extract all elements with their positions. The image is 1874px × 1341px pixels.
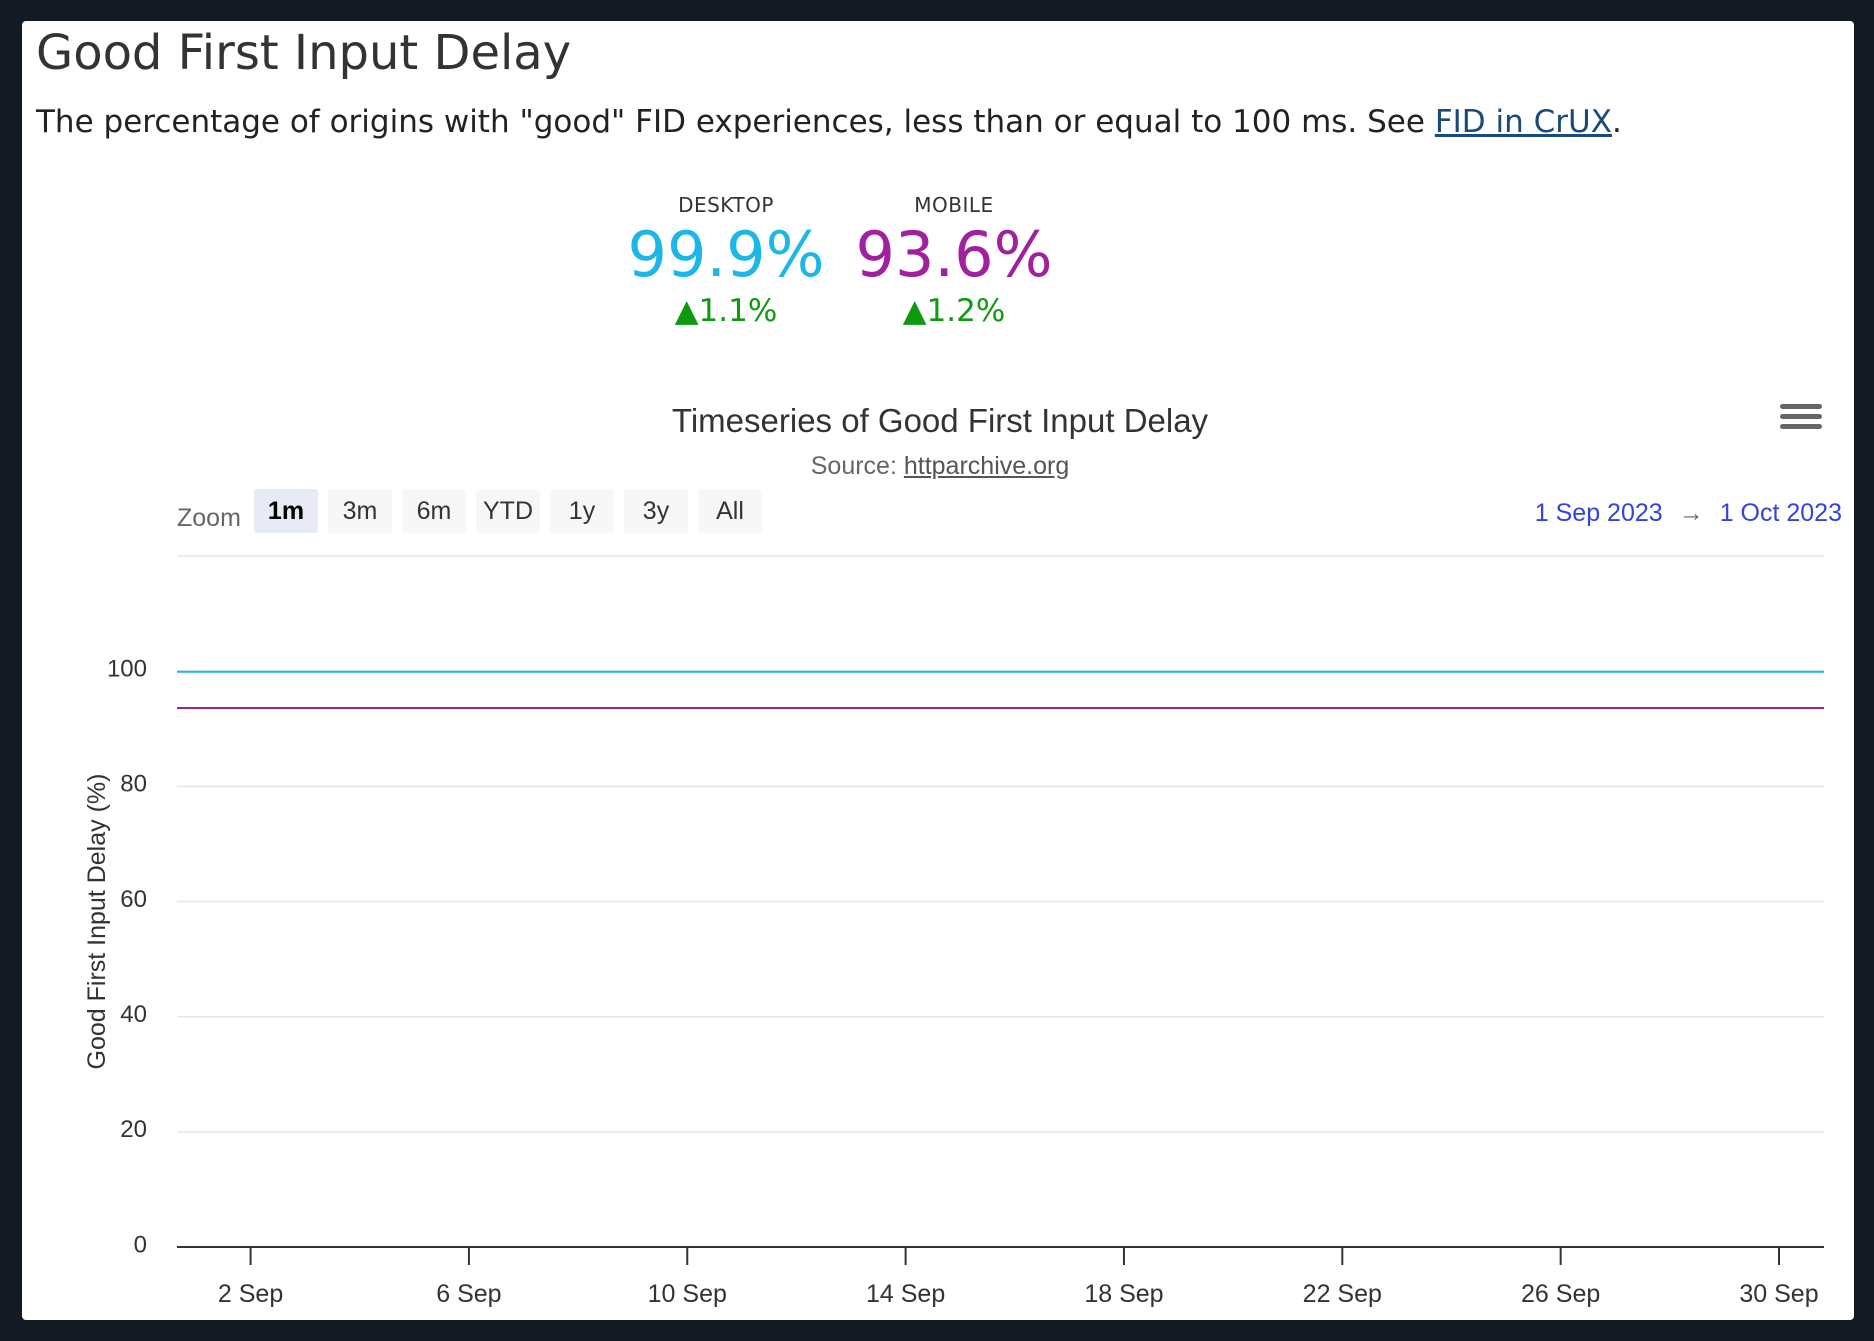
desktop-change: ▲1.1% bbox=[674, 293, 778, 329]
range-end-input[interactable]: 1 Oct 2023 bbox=[1719, 499, 1842, 527]
chart-subtitle: Source: httparchive.org bbox=[22, 450, 1854, 482]
description-text: The percentage of origins with "good" FI… bbox=[36, 104, 1435, 140]
source-label: Source: bbox=[810, 452, 904, 480]
x-tick-label: 30 Sep bbox=[1739, 1280, 1818, 1308]
zoom-button-ytd[interactable]: YTD bbox=[476, 489, 540, 533]
timeseries-chart: 0 20 40 60 80 100 2 Sep 6 Sep 10 Sep 14 Sep 18 Sep… bbox=[83, 555, 1824, 1308]
y-tick-label: 80 bbox=[120, 771, 147, 798]
y-tick-label: 40 bbox=[120, 1001, 147, 1028]
mobile-value: 93.6% bbox=[855, 218, 1053, 291]
zoom-button-3y[interactable]: 3y bbox=[624, 489, 688, 533]
x-tick-label: 22 Sep bbox=[1303, 1280, 1382, 1308]
section-description: The percentage of origins with "good" FI… bbox=[36, 99, 1622, 145]
x-tick-label: 14 Sep bbox=[866, 1280, 945, 1308]
httparchive-link[interactable]: httparchive.org bbox=[903, 452, 1070, 480]
zoom-button-6m[interactable]: 6m bbox=[402, 489, 466, 533]
y-tick-label: 100 bbox=[107, 656, 147, 683]
chart-menu-icon[interactable] bbox=[1780, 399, 1822, 439]
zoom-button-1m[interactable]: 1m bbox=[254, 489, 318, 533]
y-tick-label: 20 bbox=[120, 1116, 147, 1143]
mobile-metric: MOBILE 93.6% ▲1.2% bbox=[834, 191, 1074, 331]
zoom-button-3m[interactable]: 3m bbox=[328, 489, 392, 533]
zoom-button-1y[interactable]: 1y bbox=[550, 489, 614, 533]
desktop-value: 99.9% bbox=[627, 218, 825, 291]
description-suffix: . bbox=[1611, 104, 1622, 140]
section-title: Good First Input Delay bbox=[36, 25, 572, 81]
x-tick-label: 2 Sep bbox=[218, 1280, 283, 1308]
date-range: 1 Sep 2023 → 1 Oct 2023 bbox=[1492, 495, 1842, 531]
x-tick-label: 6 Sep bbox=[436, 1280, 501, 1308]
y-tick-label: 0 bbox=[134, 1231, 147, 1258]
x-tick-label: 26 Sep bbox=[1521, 1280, 1600, 1308]
x-tick-label: 18 Sep bbox=[1084, 1280, 1163, 1308]
fid-in-crux-link[interactable]: FID in CrUX bbox=[1434, 104, 1612, 140]
mobile-label: MOBILE bbox=[914, 193, 994, 217]
zoom-label: Zoom bbox=[177, 504, 241, 532]
mobile-change: ▲1.2% bbox=[902, 293, 1006, 329]
range-start-input[interactable]: 1 Sep 2023 bbox=[1534, 499, 1663, 527]
desktop-label: DESKTOP bbox=[678, 193, 774, 217]
x-tick-label: 10 Sep bbox=[648, 1280, 727, 1308]
range-arrow: → bbox=[1678, 499, 1704, 527]
chart-title: Timeseries of Good First Input Delay bbox=[671, 402, 1209, 439]
fid-card: Good First Input Delay The percentage of… bbox=[22, 21, 1854, 1320]
y-axis-title: Good First Input Delay (%) bbox=[83, 774, 111, 1070]
y-tick-label: 60 bbox=[120, 886, 147, 913]
desktop-metric: DESKTOP 99.9% ▲1.1% bbox=[606, 191, 846, 331]
zoom-button-all[interactable]: All bbox=[698, 489, 762, 533]
